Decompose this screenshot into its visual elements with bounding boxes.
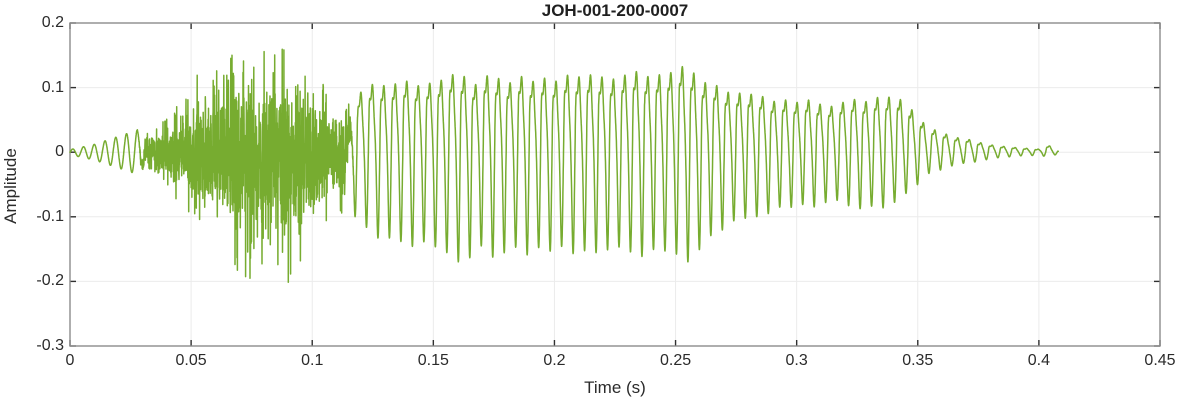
x-tick-label: 0 <box>65 352 75 369</box>
y-tick-label: -0.1 <box>36 207 64 225</box>
waveform-line <box>69 48 1060 283</box>
x-tick-label: 0.1 <box>301 352 324 369</box>
y-tick-label: -0.3 <box>36 337 64 354</box>
x-tick-label: 0.4 <box>1027 352 1050 369</box>
x-tick-label: 0.25 <box>659 352 692 369</box>
y-tick-label: 0.2 <box>41 14 64 31</box>
axes-box <box>69 22 1161 347</box>
chart-title: JOH-001-200-0007 <box>541 1 689 20</box>
y-tick-label: -0.2 <box>36 272 64 290</box>
x-tick-label: 0.3 <box>785 352 808 369</box>
x-tick-label: 0.45 <box>1144 352 1176 369</box>
y-tick-label: 0 <box>55 143 64 161</box>
x-tick-label: 0.05 <box>175 352 207 369</box>
y-tick-label: 0.1 <box>41 78 64 96</box>
x-tick-label: 0.2 <box>543 352 566 369</box>
x-tick-label: 0.15 <box>417 352 449 369</box>
x-axis-label: Time (s) <box>584 378 646 397</box>
x-tick-label: 0.35 <box>902 352 934 369</box>
